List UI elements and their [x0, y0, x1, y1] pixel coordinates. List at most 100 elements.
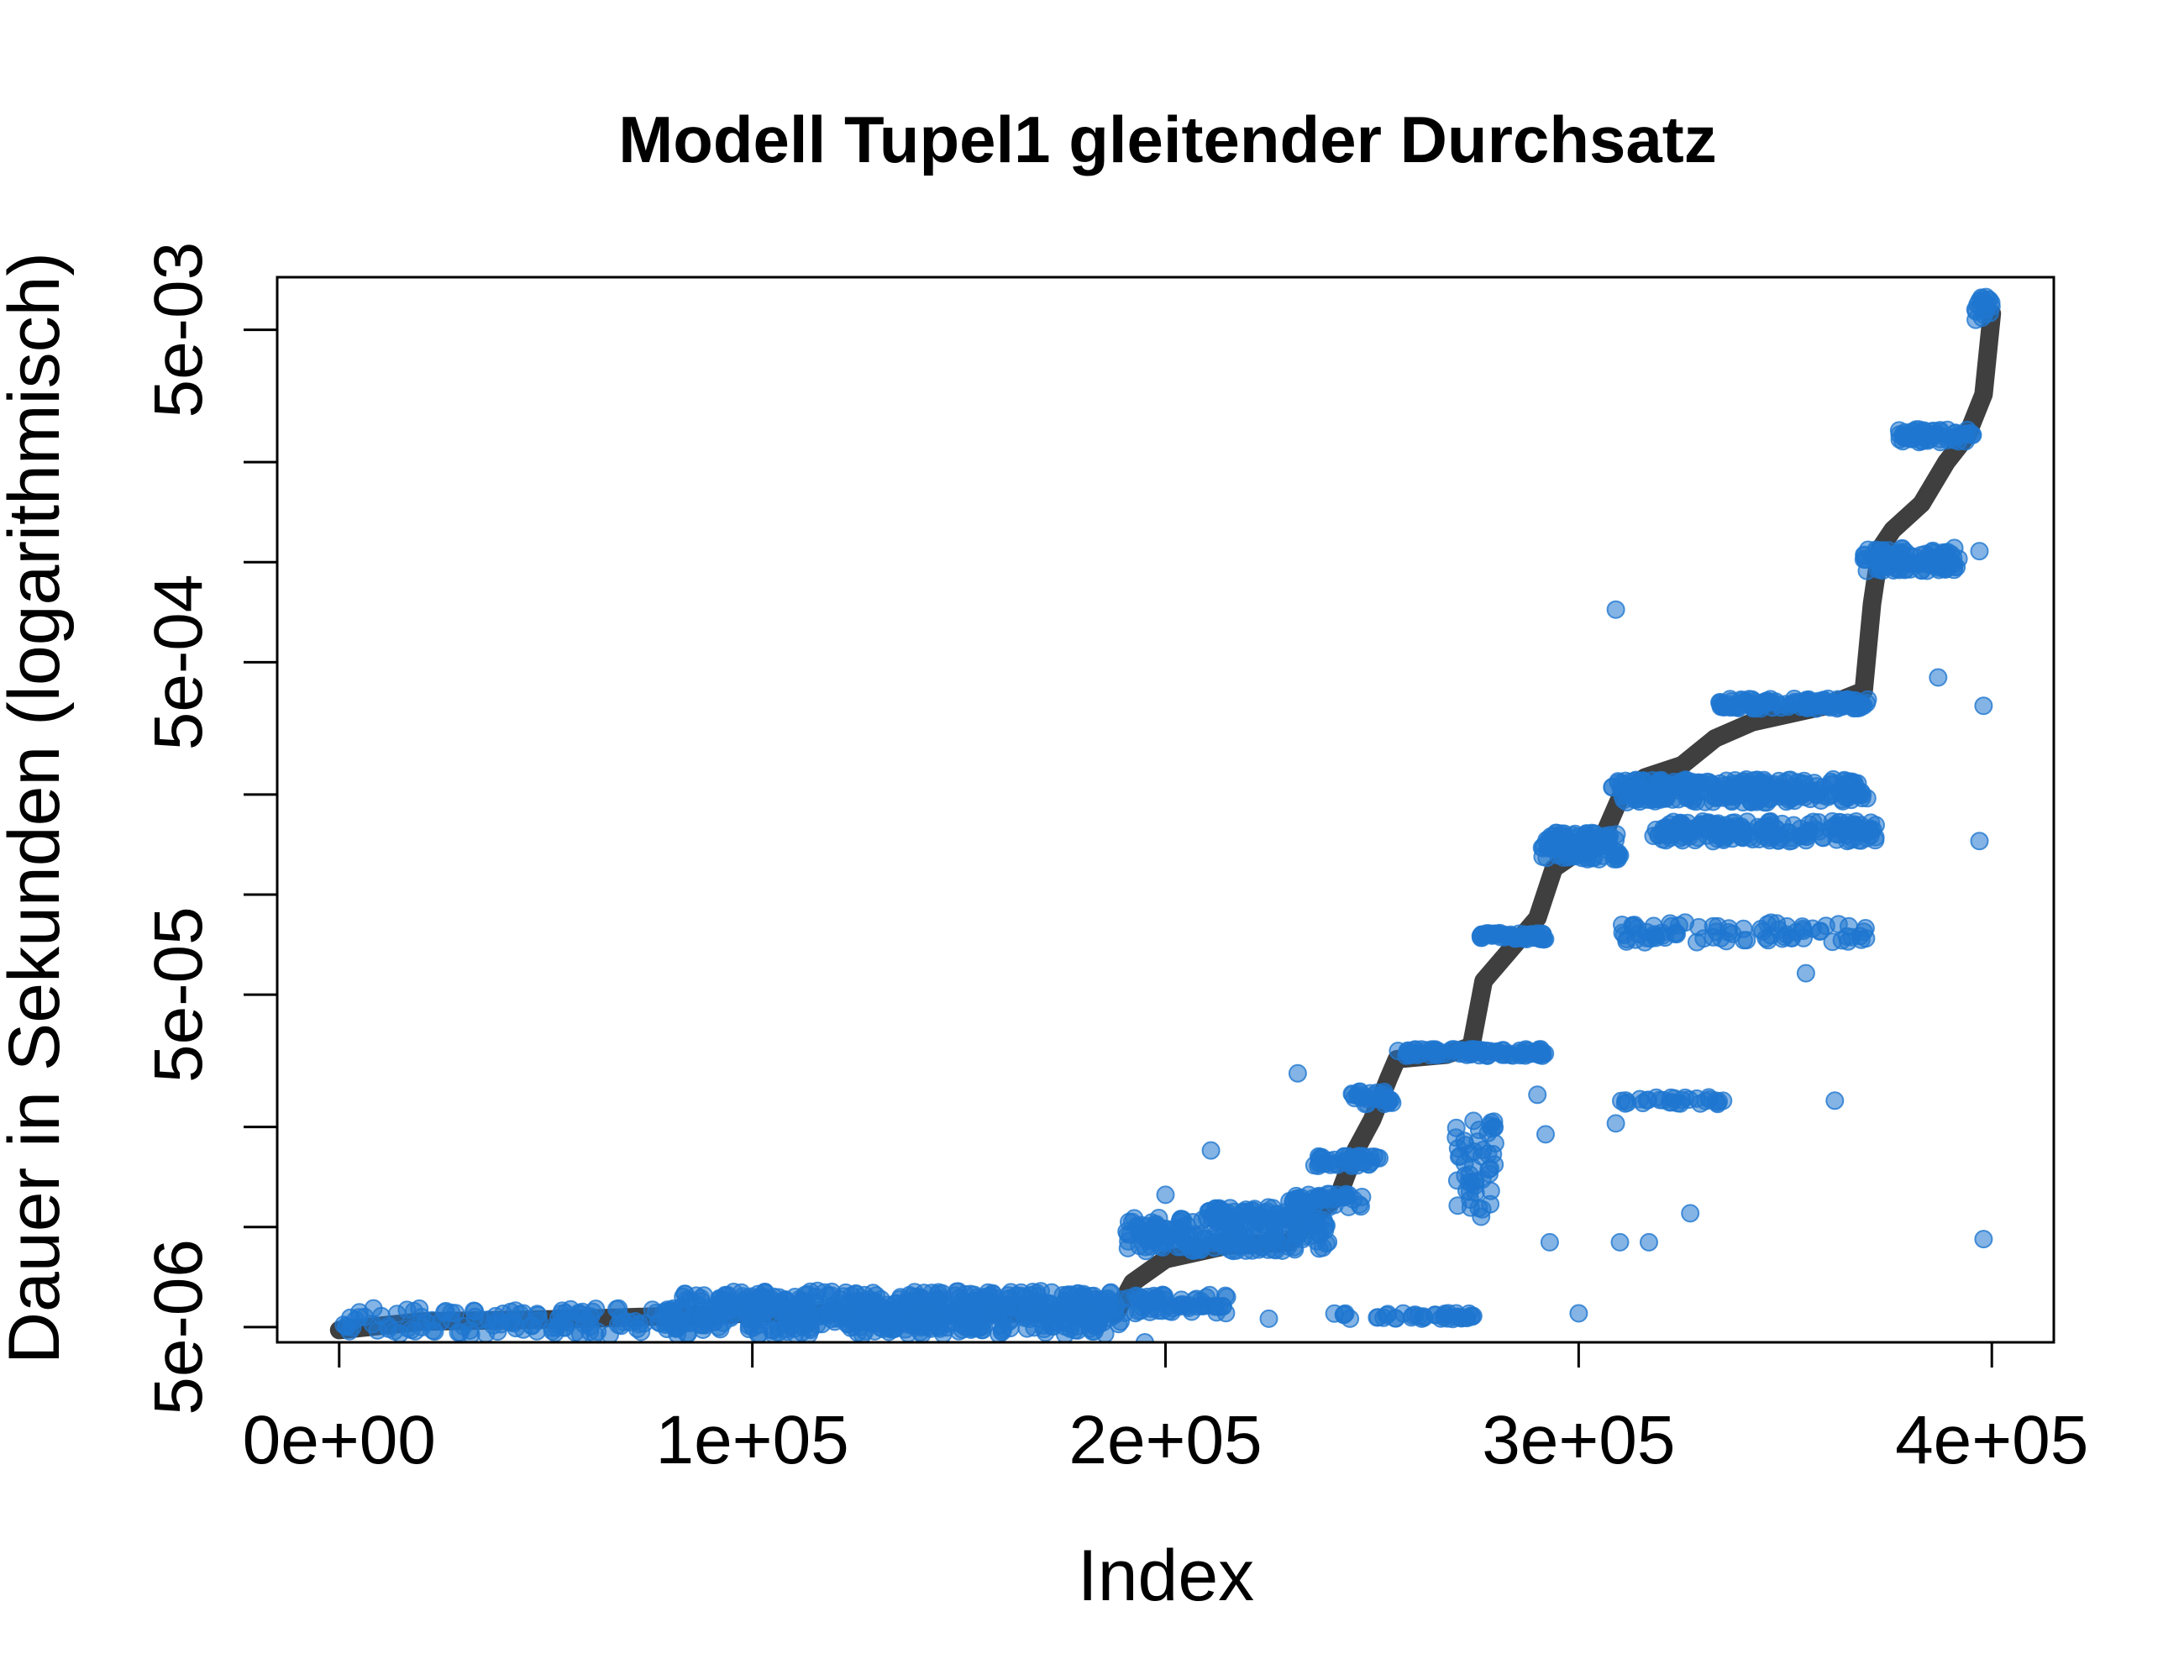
- y-tick-label: 5e-03: [140, 242, 217, 418]
- scatter-point: [1156, 1185, 1175, 1205]
- scatter-point: [984, 1285, 1003, 1304]
- scatter-point: [387, 1305, 407, 1324]
- scatter-point: [465, 1307, 485, 1326]
- scatter-point: [1743, 698, 1762, 717]
- scatter-point: [1473, 928, 1492, 948]
- scatter-point: [1210, 1199, 1229, 1218]
- scatter-point: [870, 1297, 890, 1316]
- scatter-point: [1245, 1200, 1264, 1219]
- scatter-point: [842, 1286, 861, 1305]
- y-tick-label: 5e-06: [140, 1239, 217, 1415]
- scatter-point: [1137, 1230, 1156, 1249]
- x-tick-label: 4e+05: [1895, 1402, 2088, 1478]
- scatter-point: [1662, 916, 1681, 936]
- x-tick-label: 0e+00: [243, 1402, 436, 1478]
- scatter-point: [1606, 600, 1625, 619]
- scatter-point: [661, 1300, 680, 1320]
- scatter-point: [1780, 832, 1799, 851]
- scatter-point: [1972, 308, 1992, 328]
- scatter-point: [1689, 917, 1709, 937]
- scatter-point: [1799, 815, 1819, 834]
- scatter-point: [1633, 1094, 1652, 1113]
- scatter-point: [915, 1284, 934, 1303]
- scatter-point: [1147, 1215, 1166, 1234]
- scatter-point: [1970, 542, 1989, 561]
- scatter-point: [1931, 547, 1950, 566]
- scatter-point: [588, 1322, 607, 1341]
- x-tick-label: 3e+05: [1482, 1402, 1675, 1478]
- scatter-points-layer: [334, 287, 2001, 1342]
- scatter-point: [1912, 561, 1931, 580]
- scatter-point: [1617, 930, 1636, 949]
- scatter-point: [1650, 785, 1669, 805]
- scatter-point: [1830, 698, 1849, 717]
- scatter-point: [1912, 545, 1930, 564]
- scatter-point: [1350, 1195, 1369, 1214]
- scatter-point: [1073, 1287, 1092, 1306]
- scatter-point: [1737, 931, 1756, 950]
- scatter-point: [1646, 927, 1665, 946]
- scatter-point: [1403, 1306, 1422, 1326]
- scatter-point: [1796, 963, 1815, 983]
- scatter-point: [1813, 828, 1832, 847]
- x-tick-label: 2e+05: [1068, 1402, 1262, 1478]
- scatter-point: [1681, 1204, 1700, 1223]
- x-tick-label: 1e+05: [655, 1402, 848, 1478]
- scatter-point: [806, 1296, 825, 1315]
- scatter-point: [1970, 832, 1989, 851]
- scatter-point: [501, 1302, 520, 1321]
- scatter-point: [1355, 1152, 1374, 1172]
- scatter-point: [1061, 1319, 1079, 1338]
- scatter-point: [1439, 1304, 1458, 1323]
- scatter-point: [1584, 848, 1604, 868]
- scatter-point: [1819, 787, 1837, 806]
- scatter-point: [1825, 1091, 1845, 1110]
- scatter-point: [1545, 830, 1563, 849]
- scatter-point: [1201, 1141, 1221, 1160]
- scatter-point: [484, 1315, 503, 1335]
- y-tick-label: 5e-04: [140, 575, 217, 751]
- scatter-point: [1460, 1144, 1479, 1163]
- x-axis-label: Index: [1078, 1536, 1254, 1616]
- scatter-point: [1841, 777, 1861, 796]
- scatter-point: [1814, 690, 1833, 710]
- scatter-point: [1708, 829, 1727, 848]
- scatter-point: [1316, 1234, 1336, 1253]
- scatter-point: [911, 1318, 931, 1337]
- scatter-point: [1175, 1233, 1194, 1252]
- scatter-point: [337, 1317, 356, 1336]
- scatter-point: [933, 1293, 953, 1312]
- scatter-point: [1089, 1294, 1108, 1314]
- scatter-point: [1679, 774, 1698, 793]
- scatter-point: [796, 1315, 816, 1334]
- scatter-point: [1626, 770, 1646, 790]
- scatter-point: [1793, 917, 1812, 937]
- scatter-point: [1055, 1297, 1074, 1316]
- scatter-point: [1427, 1045, 1446, 1064]
- scatter-point: [1460, 1040, 1479, 1059]
- scatter-point: [1816, 916, 1835, 936]
- scatter-point: [993, 1300, 1012, 1320]
- chart-title: Modell Tupel1 gleitender Durchsatz: [618, 102, 1716, 176]
- scatter-point: [1536, 1044, 1555, 1063]
- scatter-point: [1707, 1093, 1726, 1112]
- scatter-point: [446, 1304, 465, 1323]
- scatter-point: [1838, 832, 1857, 851]
- scatter-point: [1922, 422, 1941, 441]
- scatter-point: [1021, 1286, 1040, 1305]
- scatter-point: [543, 1318, 562, 1337]
- scatter-point: [1288, 1063, 1307, 1083]
- scatter-point: [1259, 1309, 1278, 1328]
- scatter-point: [1956, 424, 1976, 444]
- scatter-point: [1276, 1209, 1295, 1228]
- scatter-point: [1569, 1304, 1588, 1323]
- scatter-point: [1606, 1114, 1625, 1133]
- scatter-point: [1368, 1308, 1387, 1327]
- scatter-point: [675, 1284, 695, 1304]
- scatter-point: [1823, 932, 1842, 952]
- scatter-point: [1204, 1233, 1223, 1252]
- scatter-point: [1719, 695, 1739, 714]
- scatter-point: [1484, 1042, 1504, 1062]
- scatter-point: [412, 1307, 431, 1326]
